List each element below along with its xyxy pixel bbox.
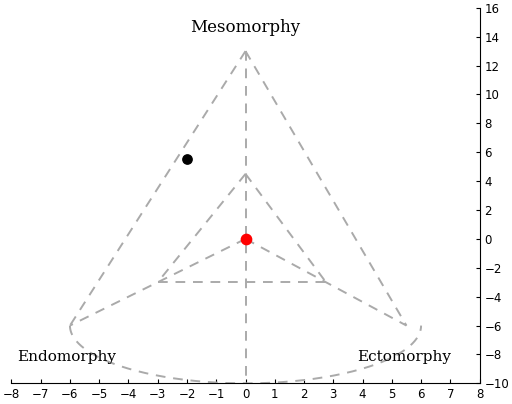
Text: Ectomorphy: Ectomorphy [357,350,451,364]
Text: Mesomorphy: Mesomorphy [190,19,301,36]
Text: Endomorphy: Endomorphy [17,350,116,364]
Point [242,236,250,242]
Point [183,156,191,163]
